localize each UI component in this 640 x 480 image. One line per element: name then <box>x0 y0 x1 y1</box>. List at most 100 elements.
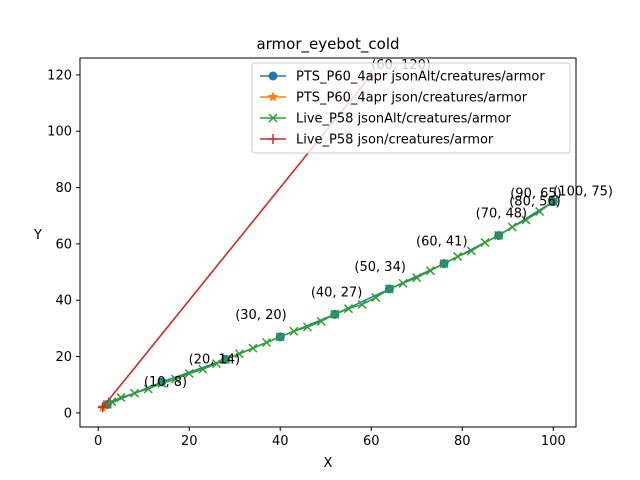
y-tick-label-1: 20 <box>55 350 72 365</box>
legend-label-3: Live_P58 json/creatures/armor <box>296 133 494 148</box>
series-2-point-33-stroke-b <box>535 206 545 217</box>
series-2-point-17 <box>316 316 326 326</box>
y-tick-label-2: 40 <box>55 294 72 309</box>
series-2-point-7 <box>184 368 194 379</box>
annotation-2: (30, 20) <box>235 308 287 323</box>
series-2-point-13 <box>262 337 272 348</box>
series-2-point-23 <box>398 278 408 288</box>
series-2-point-25 <box>425 266 435 276</box>
series-2-point-9 <box>211 359 222 369</box>
series-2-point-11 <box>234 349 244 359</box>
series-2-point-29 <box>480 237 490 248</box>
series-2-point-22 <box>384 284 394 294</box>
annotation-3: (40, 27) <box>311 285 363 300</box>
series-2-point-32 <box>521 215 531 225</box>
series-2-point-31 <box>507 222 517 232</box>
series-2-point-19 <box>343 304 354 314</box>
series-2-point-18 <box>330 309 340 319</box>
series-2-point-10-stroke-b <box>221 354 231 364</box>
series-2-point-27 <box>453 252 463 262</box>
series-2-point-17-stroke-b <box>316 316 326 326</box>
annotation-4: (50, 34) <box>354 260 406 275</box>
series-2-point-21 <box>371 292 381 302</box>
legend-marker-2 <box>268 113 278 123</box>
series-2-point-34 <box>548 197 558 207</box>
series-2-point-26 <box>439 259 449 269</box>
series-2-point-4-stroke-b <box>143 384 153 394</box>
series-2-point-34-stroke-b <box>548 197 558 207</box>
series-2-point-8-stroke-b <box>198 364 208 374</box>
series-2-point-31-stroke-b <box>507 222 517 232</box>
legend-marker-3 <box>268 134 278 144</box>
series-2-point-15 <box>289 326 299 336</box>
legend-label-1: PTS_P60_4apr json/creatures/armor <box>296 91 528 106</box>
chart-title: armor_eyebot_cold <box>256 35 399 54</box>
series-2-point-3 <box>130 388 140 398</box>
legend-label-0: PTS_P60_4apr jsonAlt/creatures/armor <box>296 70 545 85</box>
series-2-point-9-stroke-b <box>211 359 222 369</box>
annotation-9: (100, 75) <box>553 185 613 200</box>
series-2-point-24 <box>412 273 422 283</box>
series-2-point-5-stroke-b <box>157 378 167 388</box>
series-2-point-30 <box>494 230 504 240</box>
axes-frame <box>79 57 577 428</box>
series-3-point-0 <box>97 402 108 413</box>
y-tick-label-5: 100 <box>47 125 72 140</box>
series-2-point-12-stroke-b <box>248 343 258 353</box>
x-tick-label-0: 0 <box>94 434 102 449</box>
series-2-point-7-stroke-b <box>184 368 194 379</box>
legend-marker-2-stroke-b <box>268 113 278 123</box>
series-2-point-27-stroke-b <box>453 252 463 262</box>
series-2-point-14 <box>275 332 285 342</box>
series-2-point-30-stroke-b <box>494 230 504 240</box>
series-2-point-16 <box>302 322 313 332</box>
series-2-point-10 <box>221 354 231 364</box>
x-tick-label-2: 40 <box>272 434 289 449</box>
annotation-5: (60, 41) <box>416 235 468 250</box>
series-2-point-23-stroke-b <box>398 278 408 288</box>
series-2-point-3-stroke-b <box>130 388 140 398</box>
annotation-1: (20, 14) <box>189 352 241 367</box>
y-tick-label-0: 0 <box>64 406 72 421</box>
x-tick-label-3: 60 <box>363 434 380 449</box>
series-2-point-8 <box>198 364 208 374</box>
legend-box <box>251 62 571 154</box>
series-2-point-2-stroke-b <box>116 392 126 402</box>
legend-marker-1 <box>267 91 279 102</box>
series-2-point-13-stroke-b <box>262 337 272 348</box>
series-2-point-6 <box>171 374 181 384</box>
series-2-point-2 <box>116 392 126 402</box>
series-2-point-20-stroke-b <box>357 299 367 309</box>
series-2-point-11-stroke-b <box>234 349 244 359</box>
legend-marker-0 <box>268 71 278 81</box>
series-2-point-5 <box>157 378 167 388</box>
series-2-point-32-stroke-b <box>521 215 531 225</box>
series-2-point-28-stroke-b <box>466 246 476 256</box>
annotation-8: (90, 65) <box>510 187 561 202</box>
series-2-point-25-stroke-b <box>425 266 435 276</box>
series-2-point-29-stroke-b <box>480 237 490 248</box>
series-2-point-4 <box>143 384 153 394</box>
y-tick-label-3: 60 <box>55 237 72 252</box>
series-2-point-16-stroke-b <box>302 322 313 332</box>
series-2-point-21-stroke-b <box>371 292 381 302</box>
legend: PTS_P60_4apr jsonAlt/creatures/armor PTS_… <box>251 62 571 154</box>
y-tick-label-4: 80 <box>55 181 72 196</box>
x-tick-label-5: 100 <box>541 434 566 449</box>
series-2-point-6-stroke-b <box>171 374 181 384</box>
x-tick-label-4: 80 <box>454 434 471 449</box>
series-2-point-26-stroke-b <box>439 259 449 269</box>
series-2-point-20 <box>357 299 367 309</box>
axes: 0 20 40 60 80 100 0 20 40 60 80 100 120 <box>47 57 577 449</box>
series-2-point-22-stroke-b <box>384 284 394 294</box>
y-tick-label-6: 120 <box>47 68 72 83</box>
series-2-point-28 <box>466 246 476 256</box>
series-2-point-19-stroke-b <box>343 304 354 314</box>
series-2-point-14-stroke-b <box>275 332 285 342</box>
legend-label-2: Live_P58 jsonAlt/creatures/armor <box>296 112 512 127</box>
x-tick-label-1: 20 <box>181 434 198 449</box>
series-2-point-1-stroke-b <box>107 397 117 407</box>
annotation-0: (10, 8) <box>144 375 187 390</box>
y-axis-label: Y <box>33 228 42 243</box>
